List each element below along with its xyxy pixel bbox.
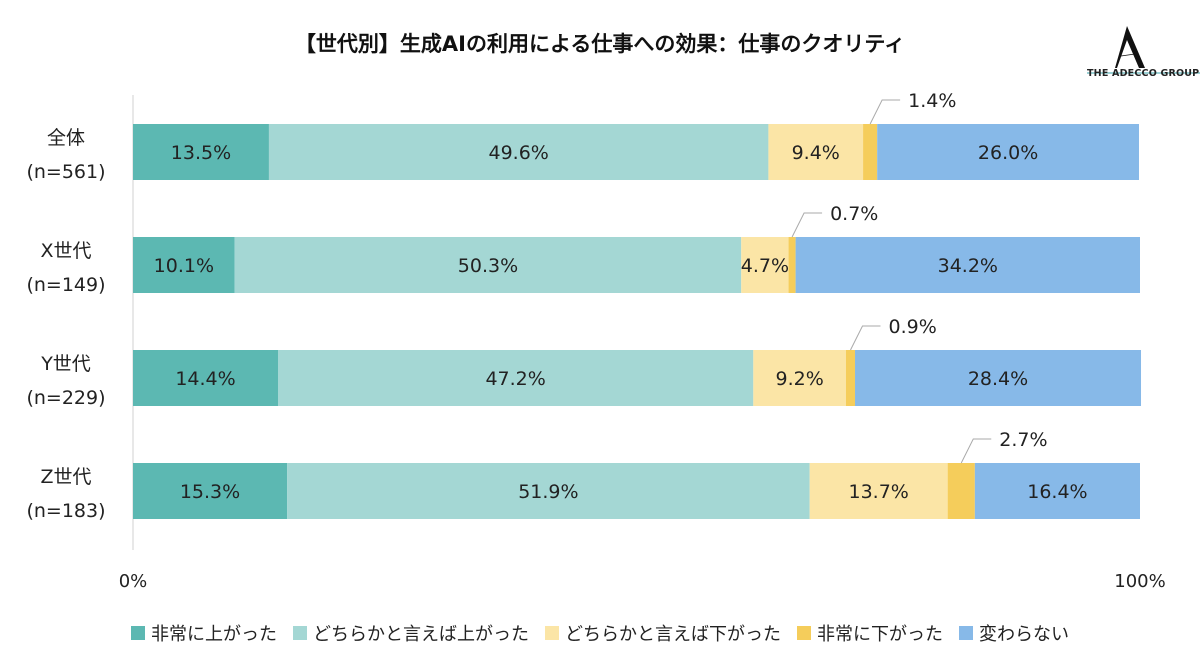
legend-item: どちらかと言えば下がった (545, 620, 781, 646)
bar-segment (234, 237, 742, 293)
legend-swatch (959, 626, 973, 640)
data-label: 1.4% (908, 90, 956, 112)
bar-segment (768, 124, 864, 180)
category-n-label: (n=561) (26, 161, 105, 183)
data-label: 13.7% (849, 481, 909, 503)
legend-label: 変わらない (979, 624, 1069, 645)
data-label: 50.3% (458, 255, 518, 277)
legend-swatch (131, 626, 145, 640)
legend-label: どちらかと言えば上がった (313, 624, 529, 645)
data-label: 0.9% (888, 316, 936, 338)
legend-label: どちらかと言えば下がった (565, 624, 781, 645)
logo-text: THE ADECCO GROUP (1087, 68, 1200, 79)
bar-segment (795, 237, 1140, 293)
bar-segment (278, 350, 754, 406)
legend-swatch (293, 626, 307, 640)
bar-segment (863, 124, 878, 180)
bar-segment (268, 124, 769, 180)
data-label: 49.6% (489, 142, 549, 164)
bar-segment (855, 350, 1142, 406)
category-n-label: (n=149) (26, 274, 105, 296)
bar-segment (741, 237, 789, 293)
data-label: 9.2% (775, 368, 823, 390)
data-label: 26.0% (978, 142, 1038, 164)
category-n-label: (n=183) (26, 500, 105, 522)
chart-title: 【世代別】生成AIの利用による仕事への効果：仕事のクオリティ (294, 32, 906, 56)
leader-line (869, 99, 901, 125)
data-label: 51.9% (518, 481, 578, 503)
data-label: 10.1% (154, 255, 214, 277)
category-label: Z世代 (40, 466, 91, 488)
legend-label: 非常に下がった (817, 624, 943, 645)
x-tick-label: 0% (119, 571, 148, 592)
category-label: Y世代 (40, 353, 91, 375)
category-label: X世代 (40, 240, 91, 262)
data-label: 14.4% (175, 368, 235, 390)
adecco-logo (1087, 26, 1200, 74)
bar-segment (133, 350, 279, 406)
bar-segment (133, 124, 269, 180)
data-label: 0.7% (830, 203, 878, 225)
bar-segment (788, 237, 796, 293)
legend-label: 非常に上がった (151, 624, 277, 645)
category-label: 全体 (47, 127, 85, 149)
bar-segment (877, 124, 1139, 180)
data-label: 15.3% (180, 481, 240, 503)
leader-line (791, 212, 823, 238)
legend-swatch (545, 626, 559, 640)
data-label: 13.5% (171, 142, 231, 164)
data-label: 28.4% (968, 368, 1028, 390)
legend-item: どちらかと言えば上がった (293, 620, 529, 646)
legend-item: 変わらない (959, 620, 1069, 646)
bar-segment (974, 463, 1140, 519)
bar-segment (133, 463, 288, 519)
bar-segment (133, 237, 235, 293)
data-label: 16.4% (1027, 481, 1087, 503)
x-tick-label: 100% (1114, 571, 1165, 592)
bar-segment (809, 463, 948, 519)
bar-segment (753, 350, 846, 406)
legend-swatch (797, 626, 811, 640)
data-label: 47.2% (485, 368, 545, 390)
data-label: 34.2% (938, 255, 998, 277)
leader-line (850, 325, 881, 351)
legend-item: 非常に上がった (131, 620, 277, 646)
bar-segment (947, 463, 975, 519)
legend: 非常に上がった どちらかと言えば上がった どちらかと言えば下がった 非常に下がった 変わ… (0, 620, 1200, 646)
leader-line (960, 438, 992, 464)
bar-segment (845, 350, 856, 406)
bar-segment (287, 463, 810, 519)
data-label: 9.4% (792, 142, 840, 164)
data-label: 2.7% (999, 429, 1047, 451)
data-label: 4.7% (741, 255, 789, 277)
category-n-label: (n=229) (26, 387, 105, 409)
legend-item: 非常に下がった (797, 620, 943, 646)
